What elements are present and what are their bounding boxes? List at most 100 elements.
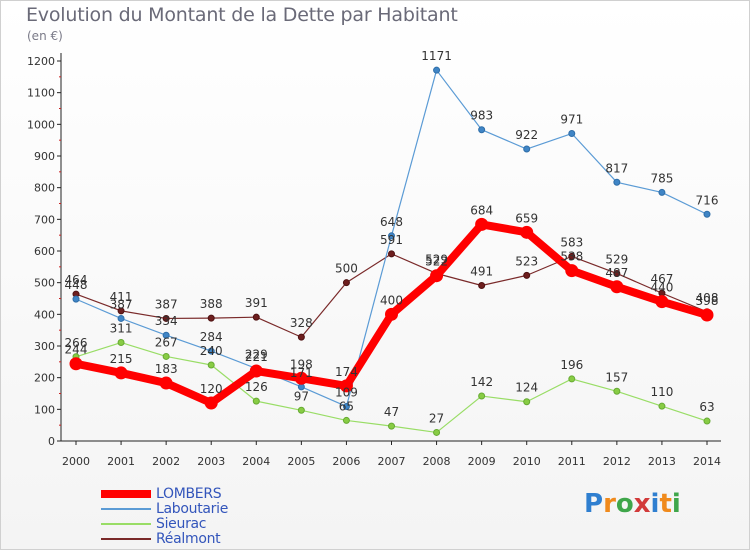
logo-letter: t [659, 489, 672, 519]
y-tick-label: 100 [34, 403, 55, 416]
y-tick-label: 700 [34, 213, 55, 226]
data-point-lombers [475, 217, 489, 231]
legend-label: LOMBERS [156, 486, 222, 502]
data-label-laboutarie: 983 [470, 109, 493, 123]
data-label-laboutarie: 716 [696, 193, 719, 207]
data-label-lombers: 215 [110, 352, 133, 366]
data-label-ralmont: 408 [696, 291, 719, 305]
data-point-ralmont [613, 269, 621, 277]
legend-swatch [101, 523, 151, 525]
data-label-ralmont: 388 [200, 297, 223, 311]
data-label-ralmont: 491 [470, 265, 493, 279]
data-label-laboutarie: 648 [380, 215, 403, 229]
data-label-laboutarie: 284 [200, 330, 223, 344]
data-point-ralmont [523, 271, 531, 279]
data-label-sieurac: 110 [650, 385, 673, 399]
data-point-ralmont [297, 333, 305, 341]
data-label-ralmont: 583 [560, 235, 583, 249]
data-label-ralmont: 411 [110, 290, 133, 304]
data-label-lombers: 183 [155, 362, 178, 376]
x-tick-label: 2000 [62, 455, 90, 468]
data-point-sieurac [252, 397, 260, 405]
data-point-sieurac [658, 402, 666, 410]
data-point-laboutarie [523, 145, 531, 153]
logo-letter: r [603, 489, 616, 519]
data-label-sieurac: 142 [470, 375, 493, 389]
x-tick-label: 2004 [242, 455, 270, 468]
y-tick-label: 800 [34, 182, 55, 195]
data-label-lombers: 684 [470, 203, 493, 217]
data-point-laboutarie [388, 232, 395, 240]
data-label-sieurac: 63 [699, 400, 714, 414]
data-point-laboutarie [162, 331, 170, 339]
x-tick-label: 2007 [378, 455, 406, 468]
data-point-lombers [294, 371, 308, 385]
data-label-ralmont: 529 [425, 252, 448, 266]
y-tick-label: 200 [34, 372, 55, 385]
data-label-ralmont: 523 [515, 254, 538, 268]
x-tick-label: 2003 [197, 455, 225, 468]
data-point-lombers [655, 295, 669, 309]
legend-label: Sieurac [156, 516, 207, 532]
legend-item: Réalmont [101, 531, 301, 547]
data-label-lombers: 244 [65, 343, 88, 357]
data-point-laboutarie [703, 210, 711, 218]
data-label-sieurac: 311 [110, 322, 133, 336]
data-point-sieurac [478, 392, 486, 400]
data-point-ralmont [117, 307, 125, 315]
data-label-lombers: 522 [425, 255, 448, 269]
data-label-laboutarie: 109 [335, 385, 358, 399]
proxiti-logo: Proxiti [584, 489, 681, 519]
data-label-laboutarie: 817 [605, 161, 628, 175]
data-label-ralmont: 328 [290, 316, 313, 330]
data-label-ralmont: 387 [155, 297, 178, 311]
data-point-sieurac [433, 428, 441, 436]
data-label-sieurac: 97 [294, 389, 309, 403]
y-tick-label: 300 [34, 340, 55, 353]
x-tick-label: 2014 [693, 455, 721, 468]
data-point-sieurac [297, 406, 305, 414]
data-point-lombers [69, 357, 83, 371]
x-tick-label: 2002 [152, 455, 180, 468]
x-tick-label: 2008 [423, 455, 451, 468]
logo-letter: P [584, 489, 604, 519]
data-label-lombers: 440 [650, 281, 673, 295]
data-label-laboutarie: 448 [65, 278, 88, 292]
data-point-ralmont [252, 313, 260, 321]
data-label-lombers: 120 [200, 382, 223, 396]
x-tick-label: 2006 [332, 455, 360, 468]
data-label-sieurac: 267 [155, 335, 178, 349]
data-label-ralmont: 529 [605, 252, 628, 266]
data-label-ralmont: 391 [245, 296, 268, 310]
data-label-ralmont: 467 [650, 272, 673, 286]
data-point-lombers [339, 379, 353, 393]
x-tick-label: 2009 [468, 455, 496, 468]
y-tick-label: 0 [48, 435, 55, 448]
data-label-sieurac: 47 [384, 405, 399, 419]
data-point-ralmont [568, 252, 576, 260]
legend-item: Laboutarie [101, 501, 301, 517]
data-label-laboutarie: 785 [650, 171, 673, 185]
logo-letter: i [671, 489, 681, 519]
data-point-laboutarie [613, 178, 621, 186]
data-point-laboutarie [342, 402, 350, 410]
data-point-lombers [430, 269, 444, 283]
y-tick-label: 500 [34, 277, 55, 290]
data-point-sieurac [613, 387, 621, 395]
data-point-lombers [520, 225, 534, 239]
data-label-laboutarie: 334 [155, 314, 178, 328]
data-point-laboutarie [568, 130, 576, 138]
data-point-ralmont [207, 314, 215, 322]
data-point-sieurac [568, 375, 576, 383]
x-tick-label: 2005 [287, 455, 315, 468]
legend-swatch [101, 490, 151, 498]
data-label-lombers: 538 [560, 250, 583, 264]
data-point-laboutarie [207, 347, 215, 355]
data-point-lombers [385, 307, 398, 321]
data-label-laboutarie: 922 [515, 128, 538, 142]
x-tick-label: 2013 [648, 455, 676, 468]
data-label-laboutarie: 971 [560, 113, 583, 127]
data-point-lombers [565, 264, 579, 278]
x-tick-label: 2001 [107, 455, 135, 468]
